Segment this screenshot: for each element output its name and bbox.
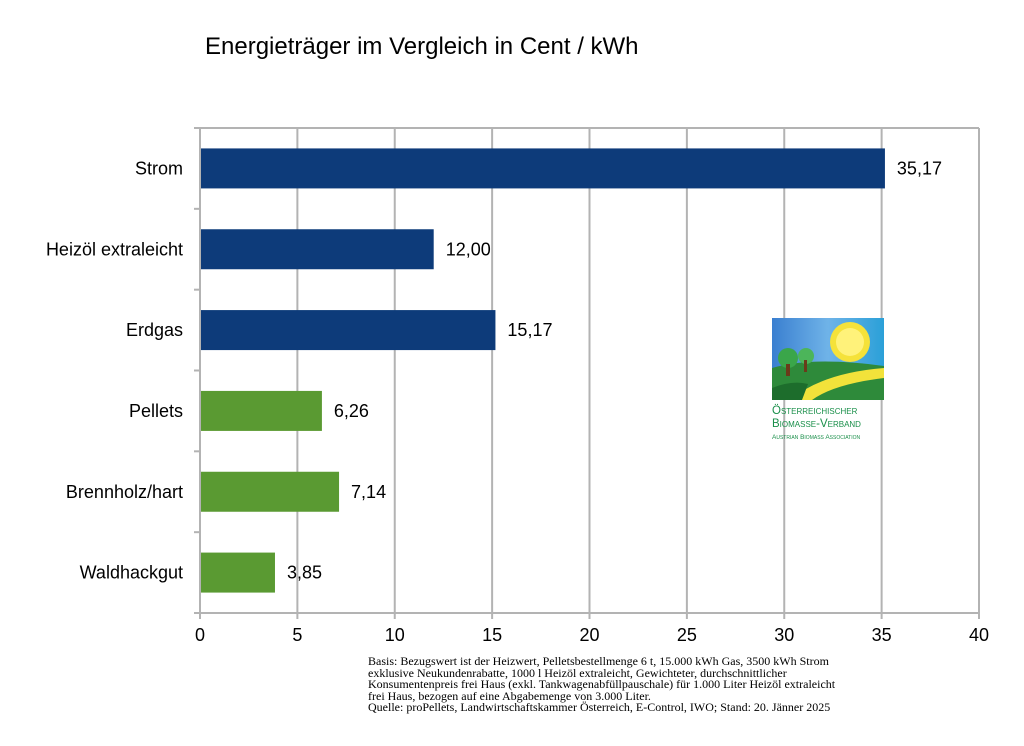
- biomasse-verband-logo: [772, 318, 892, 450]
- category-label: Waldhackgut: [80, 563, 183, 583]
- chart-title: Energieträger im Vergleich in Cent / kWh: [205, 33, 639, 60]
- category-label: Heizöl extraleicht: [46, 239, 183, 259]
- data-label: 6,26: [334, 401, 369, 421]
- category-label: Erdgas: [126, 320, 183, 340]
- category-label: Strom: [135, 158, 183, 178]
- logo-line-2: Biomasse-Verband: [772, 418, 861, 430]
- x-tick-label: 30: [774, 625, 794, 645]
- logo-line-1: Österreichischer: [772, 405, 858, 417]
- footnote: Basis: Bezugswert ist der Heizwert, Pell…: [368, 654, 988, 714]
- footnote-line: Quelle: proPellets, Landwirtschaftskamme…: [368, 700, 831, 714]
- data-label: 35,17: [897, 158, 942, 178]
- bar: [201, 148, 885, 189]
- footnote-line: Konsumentenpreis frei Haus (exkl. Tankwa…: [368, 677, 836, 691]
- x-tick-label: 20: [579, 625, 599, 645]
- category-label: Brennholz/hart: [66, 482, 183, 502]
- logo-graphic: [772, 318, 884, 400]
- logo-line-3: Austrian Biomass Association: [772, 434, 861, 441]
- data-label: 3,85: [287, 563, 322, 583]
- bar: [201, 390, 322, 431]
- footnote-line: exklusive Neukundenrabatte, 1000 l Heizö…: [368, 665, 787, 680]
- data-label: 7,14: [351, 482, 386, 502]
- logo-text: Österreichischer Biomasse-Verband Austri…: [772, 405, 902, 444]
- x-tick-label: 10: [385, 625, 405, 645]
- footnote-line: frei Haus, bezogen auf eine Abgabemenge …: [368, 688, 651, 703]
- data-label: 15,17: [507, 320, 552, 340]
- bar: [201, 310, 496, 351]
- bar: [201, 552, 275, 593]
- data-label: 12,00: [446, 239, 491, 259]
- category-label: Pellets: [129, 401, 183, 421]
- bar: [201, 229, 434, 270]
- bar: [201, 471, 340, 512]
- x-tick-label: 25: [677, 625, 697, 645]
- x-tick-label: 35: [872, 625, 892, 645]
- x-tick-label: 40: [969, 625, 989, 645]
- x-tick-label: 0: [195, 625, 205, 645]
- x-tick-label: 5: [292, 625, 302, 645]
- x-tick-label: 15: [482, 625, 502, 645]
- footnote-line: Basis: Bezugswert ist der Heizwert, Pell…: [368, 654, 829, 668]
